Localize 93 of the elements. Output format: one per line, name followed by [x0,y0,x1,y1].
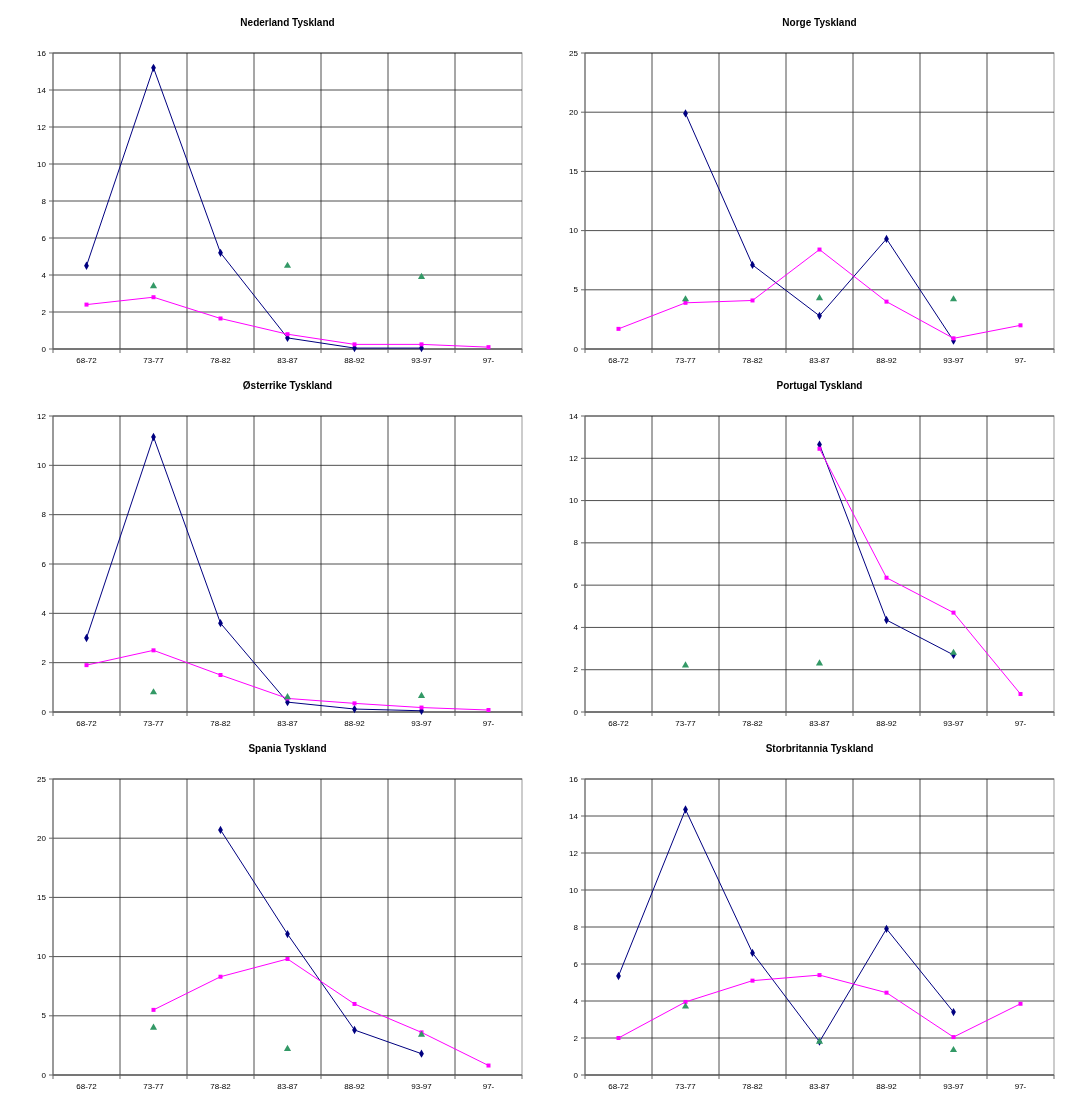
chart-title: Storbritannia Tyskland [765,743,874,754]
y-tick-label: 15 [37,892,47,902]
y-tick-label: 5 [573,285,579,295]
x-tick-label: 68-72 [76,1082,98,1091]
x-tick-label: 78-82 [210,719,232,728]
y-tick-label: 8 [41,510,47,520]
x-tick-label: 78-82 [742,719,764,728]
x-tick-label: 68-72 [608,356,630,365]
x-tick-label: 97- [482,356,495,365]
x-tick-label: 78-82 [742,356,764,365]
y-tick-label: 8 [573,922,579,932]
y-tick-label: 12 [37,411,47,421]
y-tick-label: 20 [569,107,579,117]
y-tick-label: 14 [569,811,579,821]
x-tick-label: 97- [1014,356,1027,365]
x-tick-label: 88-92 [876,719,898,728]
x-tick-label: 83-87 [809,356,831,365]
x-tick-label: 93-97 [411,356,433,365]
y-tick-label: 4 [41,270,47,280]
chart-title: Nederland Tyskland [240,17,335,28]
x-tick-label: 97- [482,1082,495,1091]
y-tick-label: 2 [573,665,579,675]
y-tick-label: 14 [37,85,47,95]
y-tick-label: 2 [573,1033,579,1043]
y-tick-label: 16 [37,48,47,58]
y-tick-label: 10 [37,159,47,169]
y-tick-label: 4 [573,996,579,1006]
x-tick-label: 83-87 [809,1082,831,1091]
y-tick-label: 4 [41,608,47,618]
x-tick-label: 93-97 [411,719,433,728]
y-tick-label: 10 [569,226,579,236]
x-tick-label: 68-72 [76,719,98,728]
x-tick-label: 88-92 [344,719,366,728]
y-tick-label: 20 [37,833,47,843]
x-tick-label: 73-77 [675,1082,697,1091]
y-tick-label: 6 [41,559,47,569]
y-tick-label: 10 [37,460,47,470]
x-tick-label: 83-87 [277,1082,299,1091]
chart-title: Spania Tyskland [248,743,327,754]
x-tick-label: 93-97 [411,1082,433,1091]
x-tick-label: 73-77 [675,719,697,728]
x-tick-label: 73-77 [143,719,165,728]
y-tick-label: 25 [569,48,579,58]
y-tick-label: 10 [569,885,579,895]
y-tick-label: 5 [41,1011,47,1021]
x-tick-label: 73-77 [143,1082,165,1091]
y-tick-label: 2 [41,658,47,668]
x-tick-label: 78-82 [210,356,232,365]
x-tick-label: 78-82 [742,1082,764,1091]
x-tick-label: 73-77 [675,356,697,365]
chart-title: Portugal Tyskland [776,380,863,391]
y-tick-label: 10 [569,496,579,506]
y-tick-label: 8 [573,538,579,548]
x-tick-label: 73-77 [143,356,165,365]
y-tick-label: 15 [569,166,579,176]
x-tick-label: 83-87 [277,356,299,365]
y-tick-label: 4 [573,622,579,632]
y-tick-label: 2 [41,307,47,317]
x-tick-label: 78-82 [210,1082,232,1091]
y-tick-label: 0 [41,707,47,717]
y-tick-label: 25 [37,774,47,784]
x-tick-label: 68-72 [76,356,98,365]
y-tick-label: 16 [569,774,579,784]
y-tick-label: 14 [569,411,579,421]
x-tick-label: 83-87 [809,719,831,728]
x-tick-label: 68-72 [608,719,630,728]
x-tick-label: 68-72 [608,1082,630,1091]
y-tick-label: 10 [37,952,47,962]
x-tick-label: 88-92 [876,356,898,365]
y-tick-label: 0 [41,1070,47,1080]
y-tick-label: 0 [573,344,579,354]
x-tick-label: 88-92 [344,1082,366,1091]
y-tick-label: 6 [573,959,579,969]
x-tick-label: 93-97 [943,356,965,365]
y-tick-label: 12 [37,122,47,132]
x-tick-label: 97- [1014,719,1027,728]
y-tick-label: 6 [41,233,47,243]
x-tick-label: 93-97 [943,1082,965,1091]
y-tick-label: 6 [573,580,579,590]
x-tick-label: 83-87 [277,719,299,728]
y-tick-label: 0 [573,1070,579,1080]
y-tick-label: 0 [573,707,579,717]
y-tick-label: 12 [569,453,579,463]
chart-title: Norge Tyskland [782,17,857,28]
x-tick-label: 97- [482,719,495,728]
x-tick-label: 88-92 [344,356,366,365]
x-tick-label: 88-92 [876,1082,898,1091]
chart-title: Østerrike Tyskland [242,380,333,391]
y-tick-label: 0 [41,344,47,354]
y-tick-label: 8 [41,196,47,206]
x-tick-label: 93-97 [943,719,965,728]
x-tick-label: 97- [1014,1082,1027,1091]
y-tick-label: 12 [569,848,579,858]
